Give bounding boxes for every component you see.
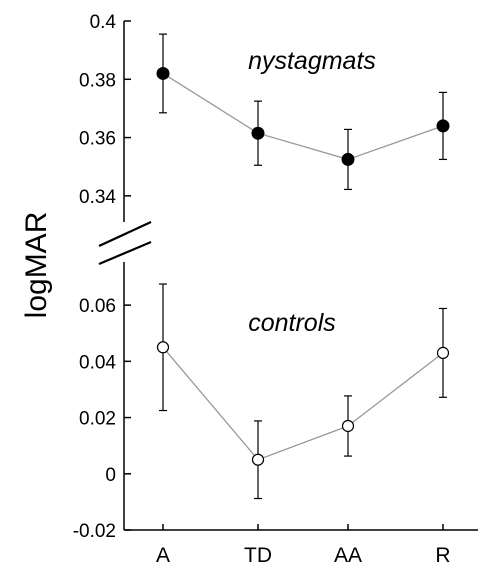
y-tick-label: 0.36 bbox=[79, 129, 116, 150]
controls-annotation: controls bbox=[248, 309, 336, 337]
y-tick-label: 0.06 bbox=[79, 296, 116, 317]
y-tick-label: 0.04 bbox=[79, 352, 116, 373]
y-tick-label: 0.34 bbox=[79, 187, 116, 208]
y-tick-label: 0.38 bbox=[79, 70, 116, 91]
series-line-controls bbox=[162, 346, 444, 461]
axes: 0.34 0.36 0.38 0.4 -0.02 0 0.02 0.04 0.06 A TD AA R bbox=[73, 12, 478, 567]
y-axis-label: logMAR bbox=[20, 212, 53, 319]
y-tick-label: 0.02 bbox=[79, 409, 116, 430]
data-point bbox=[341, 152, 355, 166]
y-tick-label: 0 bbox=[105, 465, 116, 486]
x-tick-label: R bbox=[435, 544, 450, 567]
y-tick-label: -0.02 bbox=[73, 521, 116, 542]
series-line-nystagmats bbox=[162, 72, 444, 161]
data-point bbox=[341, 419, 355, 433]
x-tick-label: AA bbox=[334, 544, 362, 567]
y-tick-label: 0.4 bbox=[90, 12, 117, 33]
x-tick-label: TD bbox=[244, 544, 272, 567]
data-point bbox=[436, 346, 450, 359]
data-point bbox=[251, 126, 265, 140]
x-tick-label: A bbox=[156, 544, 170, 567]
data-point bbox=[156, 341, 170, 354]
axis-break-mark-top bbox=[98, 221, 152, 247]
data-point bbox=[156, 66, 170, 80]
data-point bbox=[251, 453, 265, 466]
axis-break-mark-bottom bbox=[98, 240, 152, 266]
nystagmats-annotation: nystagmats bbox=[248, 47, 376, 75]
data-point bbox=[436, 119, 450, 133]
series-layer bbox=[156, 33, 450, 500]
